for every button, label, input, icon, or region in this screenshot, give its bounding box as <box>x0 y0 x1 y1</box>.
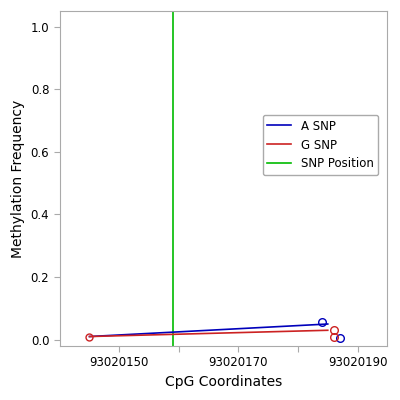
X-axis label: CpG Coordinates: CpG Coordinates <box>165 375 282 389</box>
Y-axis label: Methylation Frequency: Methylation Frequency <box>11 99 25 258</box>
Legend: A SNP, G SNP, SNP Position: A SNP, G SNP, SNP Position <box>263 115 378 175</box>
